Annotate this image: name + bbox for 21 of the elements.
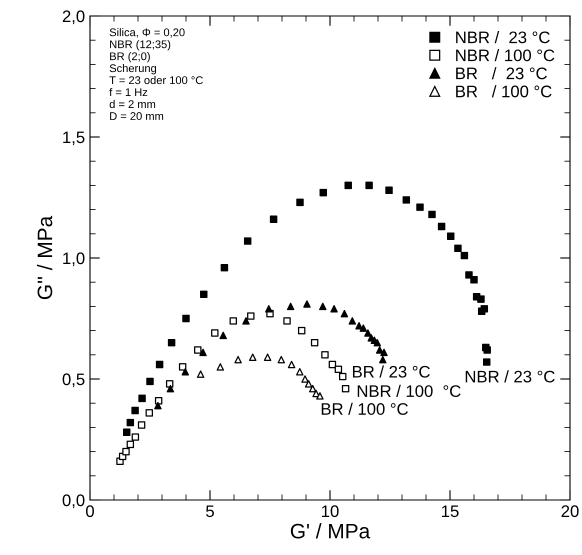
- y-tick-label: 0,5: [62, 373, 84, 388]
- x-tick-label: 15: [442, 505, 459, 518]
- y-tick-label: 1,5: [63, 132, 84, 146]
- legend-label: NBR / 23 °C: [456, 31, 550, 44]
- x-tick-label: 20: [562, 505, 579, 518]
- annotation: NBR / 100 °C: [358, 384, 461, 398]
- x-axis-title: G' / MPa: [290, 523, 370, 538]
- y-tick-label: 1,0: [63, 252, 84, 266]
- x-tick-label: 0: [86, 505, 94, 518]
- annotation: Silica, Φ = 0,20 NBR (12;35) BR (2;0) Scherung T = 23 oder 100 °C f = 1 Hz d = 2 mm D = 20 mm: [109, 28, 203, 120]
- x-tick-label: 5: [206, 505, 214, 518]
- y-tick-label: 2,0: [62, 10, 84, 24]
- legend-label: BR / 100 °C: [456, 85, 552, 98]
- y-tick-label: 0,0: [62, 494, 84, 508]
- y-axis-title: G'' / MPa: [36, 216, 52, 300]
- annotation: BR / 23 °C: [352, 365, 430, 378]
- annotation: BR / 100 °C: [322, 402, 408, 415]
- annotation: NBR / 23 °C: [466, 370, 555, 383]
- x-tick-label: 10: [322, 505, 339, 518]
- legend-label: BR / 23 °C: [456, 67, 547, 80]
- legend-label: NBR / 100 °C: [456, 49, 554, 62]
